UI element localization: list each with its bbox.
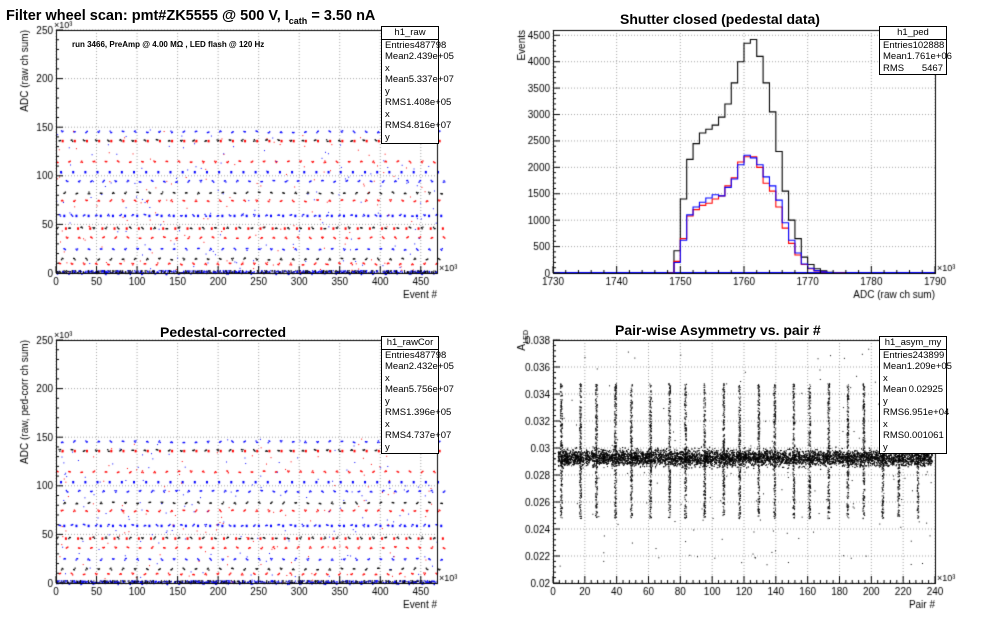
asym-title: Pair-wise Asymmetry vs. pair # — [615, 322, 821, 338]
stats-box-ped: h1_ped Entries 102888 Mean 1.761e+06 RMS 5467 — [879, 26, 952, 75]
stats-row: Entries 487798 — [385, 349, 447, 361]
stats-row: RMS y 0.001061 — [883, 430, 944, 453]
stats-box-asym: h1_asym_my Entries 243899 Mean x 1.209e+05 Me… — [879, 336, 952, 454]
stats-name: h1_asym_my — [880, 337, 946, 350]
stats-row: Mean y 5.337e+07 — [385, 74, 454, 97]
stats-row: Mean y 0.02925 — [883, 384, 943, 407]
stats-name: h1_ped — [880, 27, 946, 40]
stats-row: Mean 1.761e+06 — [883, 51, 952, 62]
corrected-title: Pedestal-corrected — [160, 324, 287, 340]
stats-row: Mean x 2.432e+05 — [385, 361, 454, 384]
pedestal-title: Shutter closed (pedestal data) — [620, 11, 820, 27]
stats-row: Mean y 5.756e+07 — [385, 384, 454, 407]
stats-box-rawcor: h1_rawCor Entries 487798 Mean x 2.432e+05 Mea… — [381, 336, 454, 454]
stats-name: h1_raw — [382, 27, 438, 40]
main-title: Filter wheel scan: pmt#ZK5555 @ 500 V, I… — [6, 8, 376, 26]
run-annotation: run 3466, PreAmp @ 4.00 MΩ , LED flash @… — [72, 40, 265, 49]
stats-box-raw: h1_raw Entries 487798 Mean x 2.439e+05 Mean y… — [381, 26, 454, 144]
stats-row: Entries 102888 — [883, 39, 945, 51]
stats-row: RMS x 1.408e+05 — [385, 97, 452, 120]
stats-name: h1_rawCor — [382, 337, 438, 350]
stats-row: Mean x 2.439e+05 — [385, 51, 454, 74]
stats-row: Mean x 1.209e+05 — [883, 361, 952, 384]
stats-row: RMS y 4.737e+07 — [385, 430, 452, 453]
stats-row: RMS 5467 — [883, 62, 943, 74]
stats-row: Entries 487798 — [385, 39, 447, 51]
stats-row: Entries 243899 — [883, 349, 945, 361]
stats-row: RMS x 6.951e+04 — [883, 407, 950, 430]
stats-row: RMS y 4.816e+07 — [385, 120, 452, 143]
stats-row: RMS x 1.396e+05 — [385, 407, 452, 430]
